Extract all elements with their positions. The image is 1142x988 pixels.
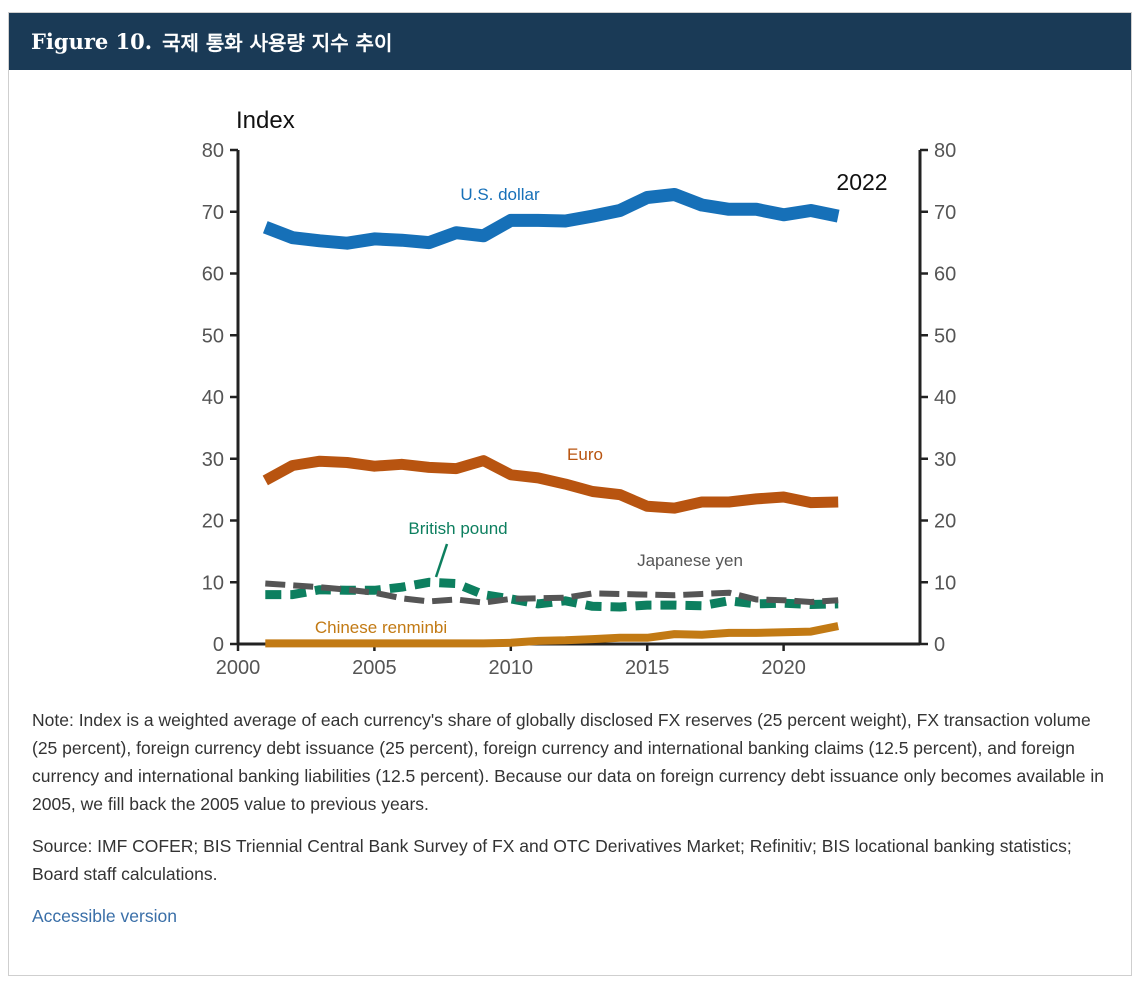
- y-tick-label-right: 40: [934, 387, 956, 409]
- series-line-u-s-dollar: [262, 188, 840, 250]
- y-tick-label-right: 50: [934, 325, 956, 347]
- y-tick-label-right: 70: [934, 202, 956, 224]
- y-tick-label-right: 30: [934, 449, 956, 471]
- y-tick-label-right: 0: [934, 634, 945, 656]
- latest-year-label: 2022: [836, 169, 887, 195]
- x-tick-label: 2020: [761, 657, 806, 679]
- y-axis-label: Index: [236, 107, 295, 134]
- british-pound-leader-line: [434, 543, 449, 578]
- source-text: Source: IMF COFER; BIS Triennial Central…: [32, 836, 1072, 884]
- y-tick-label-left: 50: [202, 325, 224, 347]
- x-tick-label: 2005: [352, 657, 397, 679]
- figure-panel: Figure 10. 국제 통화 사용량 지수 추이: [8, 12, 1132, 976]
- y-tick-label-left: 40: [202, 387, 224, 409]
- x-tick-label: 2000: [216, 657, 261, 679]
- figure-notes: Note: Index is a weighted average of eac…: [32, 706, 1112, 944]
- y-tick-label-right: 10: [934, 572, 956, 594]
- chart-series-layer: [262, 188, 840, 648]
- y-tick-label-left: 10: [202, 572, 224, 594]
- series-label-u-s-dollar: U.S. dollar: [460, 185, 540, 204]
- y-tick-label-left: 0: [213, 634, 224, 656]
- figure-label: Figure 10.: [31, 29, 153, 54]
- figure-title-bar: Figure 10. 국제 통화 사용량 지수 추이: [9, 13, 1131, 70]
- series-line-british-pound: [265, 577, 839, 612]
- chart-labels-layer: Index 2022 U.S. dollar Euro British pound Jap…: [236, 107, 888, 637]
- x-tick-label: 2010: [489, 657, 534, 679]
- y-tick-label-right: 60: [934, 264, 956, 286]
- figure-title: 국제 통화 사용량 지수 추이: [162, 31, 393, 55]
- y-tick-label-right: 20: [934, 511, 956, 533]
- y-tick-label-left: 20: [202, 511, 224, 533]
- y-tick-label-left: 70: [202, 202, 224, 224]
- series-line-chinese-renminbi: [265, 622, 839, 648]
- series-label-chinese-renminbi: Chinese renminbi: [315, 618, 447, 637]
- series-label-japanese-yen: Japanese yen: [637, 551, 743, 570]
- y-tick-label-left: 60: [202, 264, 224, 286]
- y-tick-label-left: 30: [202, 449, 224, 471]
- y-tick-label-left: 80: [202, 140, 224, 162]
- series-line-japanese-yen: [265, 580, 839, 606]
- x-tick-label: 2015: [625, 657, 670, 679]
- y-tick-label-right: 80: [934, 140, 956, 162]
- series-label-euro: Euro: [567, 445, 603, 464]
- note-text: Note: Index is a weighted average of eac…: [32, 710, 1105, 814]
- series-label-british-pound: British pound: [408, 519, 507, 538]
- series-line-euro: [262, 455, 839, 514]
- accessible-version-link[interactable]: Accessible version: [32, 906, 177, 926]
